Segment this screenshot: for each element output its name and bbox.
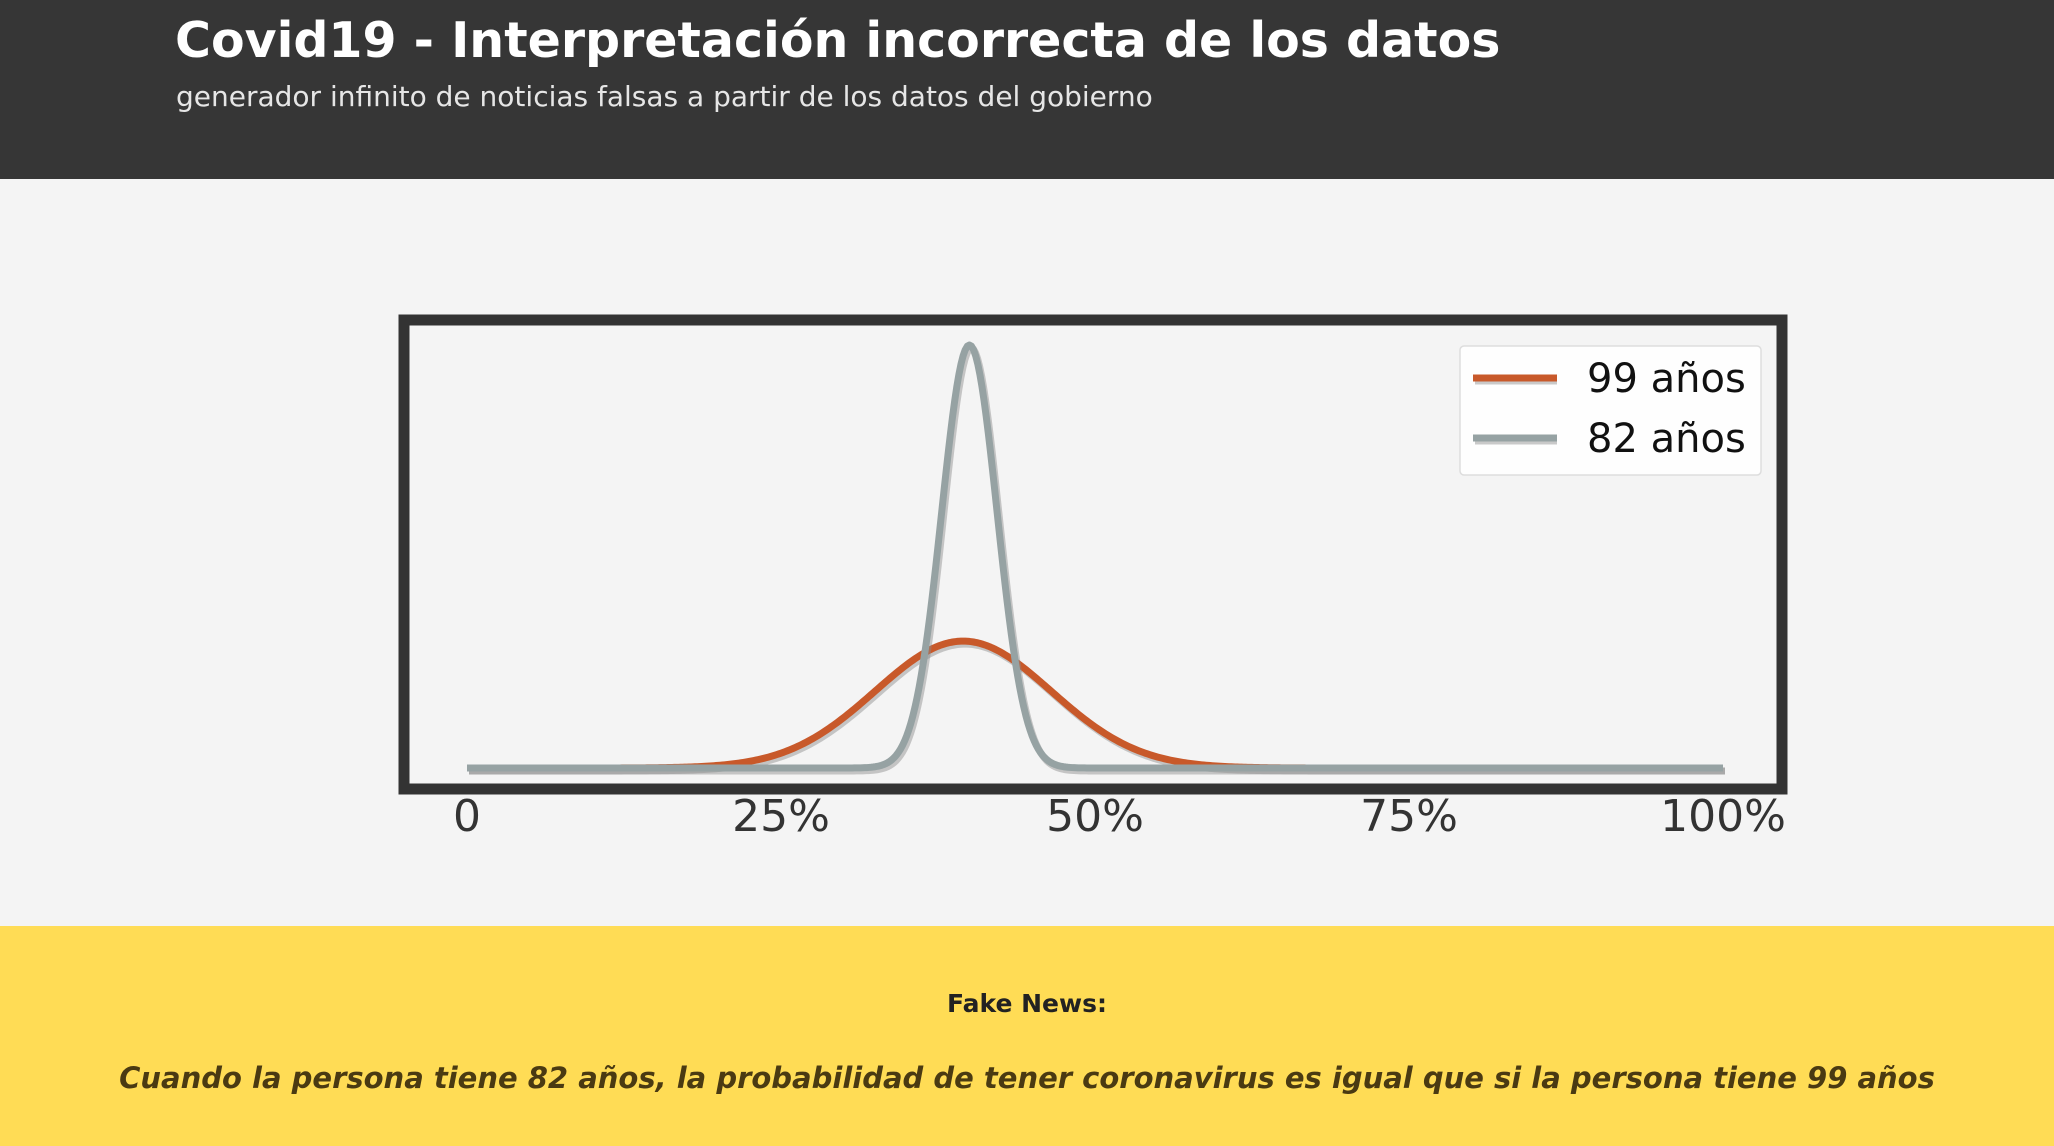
- x-tick-label: 25%: [732, 791, 830, 842]
- page-subtitle: generador infinito de noticias falsas a …: [176, 80, 1153, 113]
- legend-label-2: 82 años: [1587, 416, 1746, 462]
- x-axis-ticks: 0 25% 50% 75% 100%: [453, 791, 1786, 842]
- series-layer: [465, 341, 1725, 775]
- series-line-2: [465, 341, 1725, 772]
- legend: 99 años 82 años: [1459, 345, 1762, 476]
- x-tick-label: 0: [453, 791, 481, 842]
- fake-news-label: Fake News:: [947, 989, 1107, 1018]
- fake-news-headline: Cuando la persona tiene 82 años, la prob…: [119, 1061, 1935, 1095]
- legend-label-1: 99 años: [1587, 356, 1746, 402]
- page-title: Covid19 - Interpretación incorrecta de l…: [175, 12, 1501, 69]
- chart-area: 0 25% 50% 75% 100% 99 años 82 años: [0, 179, 2054, 926]
- x-tick-label: 50%: [1046, 791, 1144, 842]
- distribution-chart: 0 25% 50% 75% 100% 99 años 82 años: [398, 314, 1788, 842]
- x-tick-label: 100%: [1660, 791, 1786, 842]
- x-tick-label: 75%: [1360, 791, 1458, 842]
- page-header: Covid19 - Interpretación incorrecta de l…: [0, 0, 2054, 179]
- fake-news-banner: Fake News: Cuando la persona tiene 82 añ…: [0, 926, 2054, 1146]
